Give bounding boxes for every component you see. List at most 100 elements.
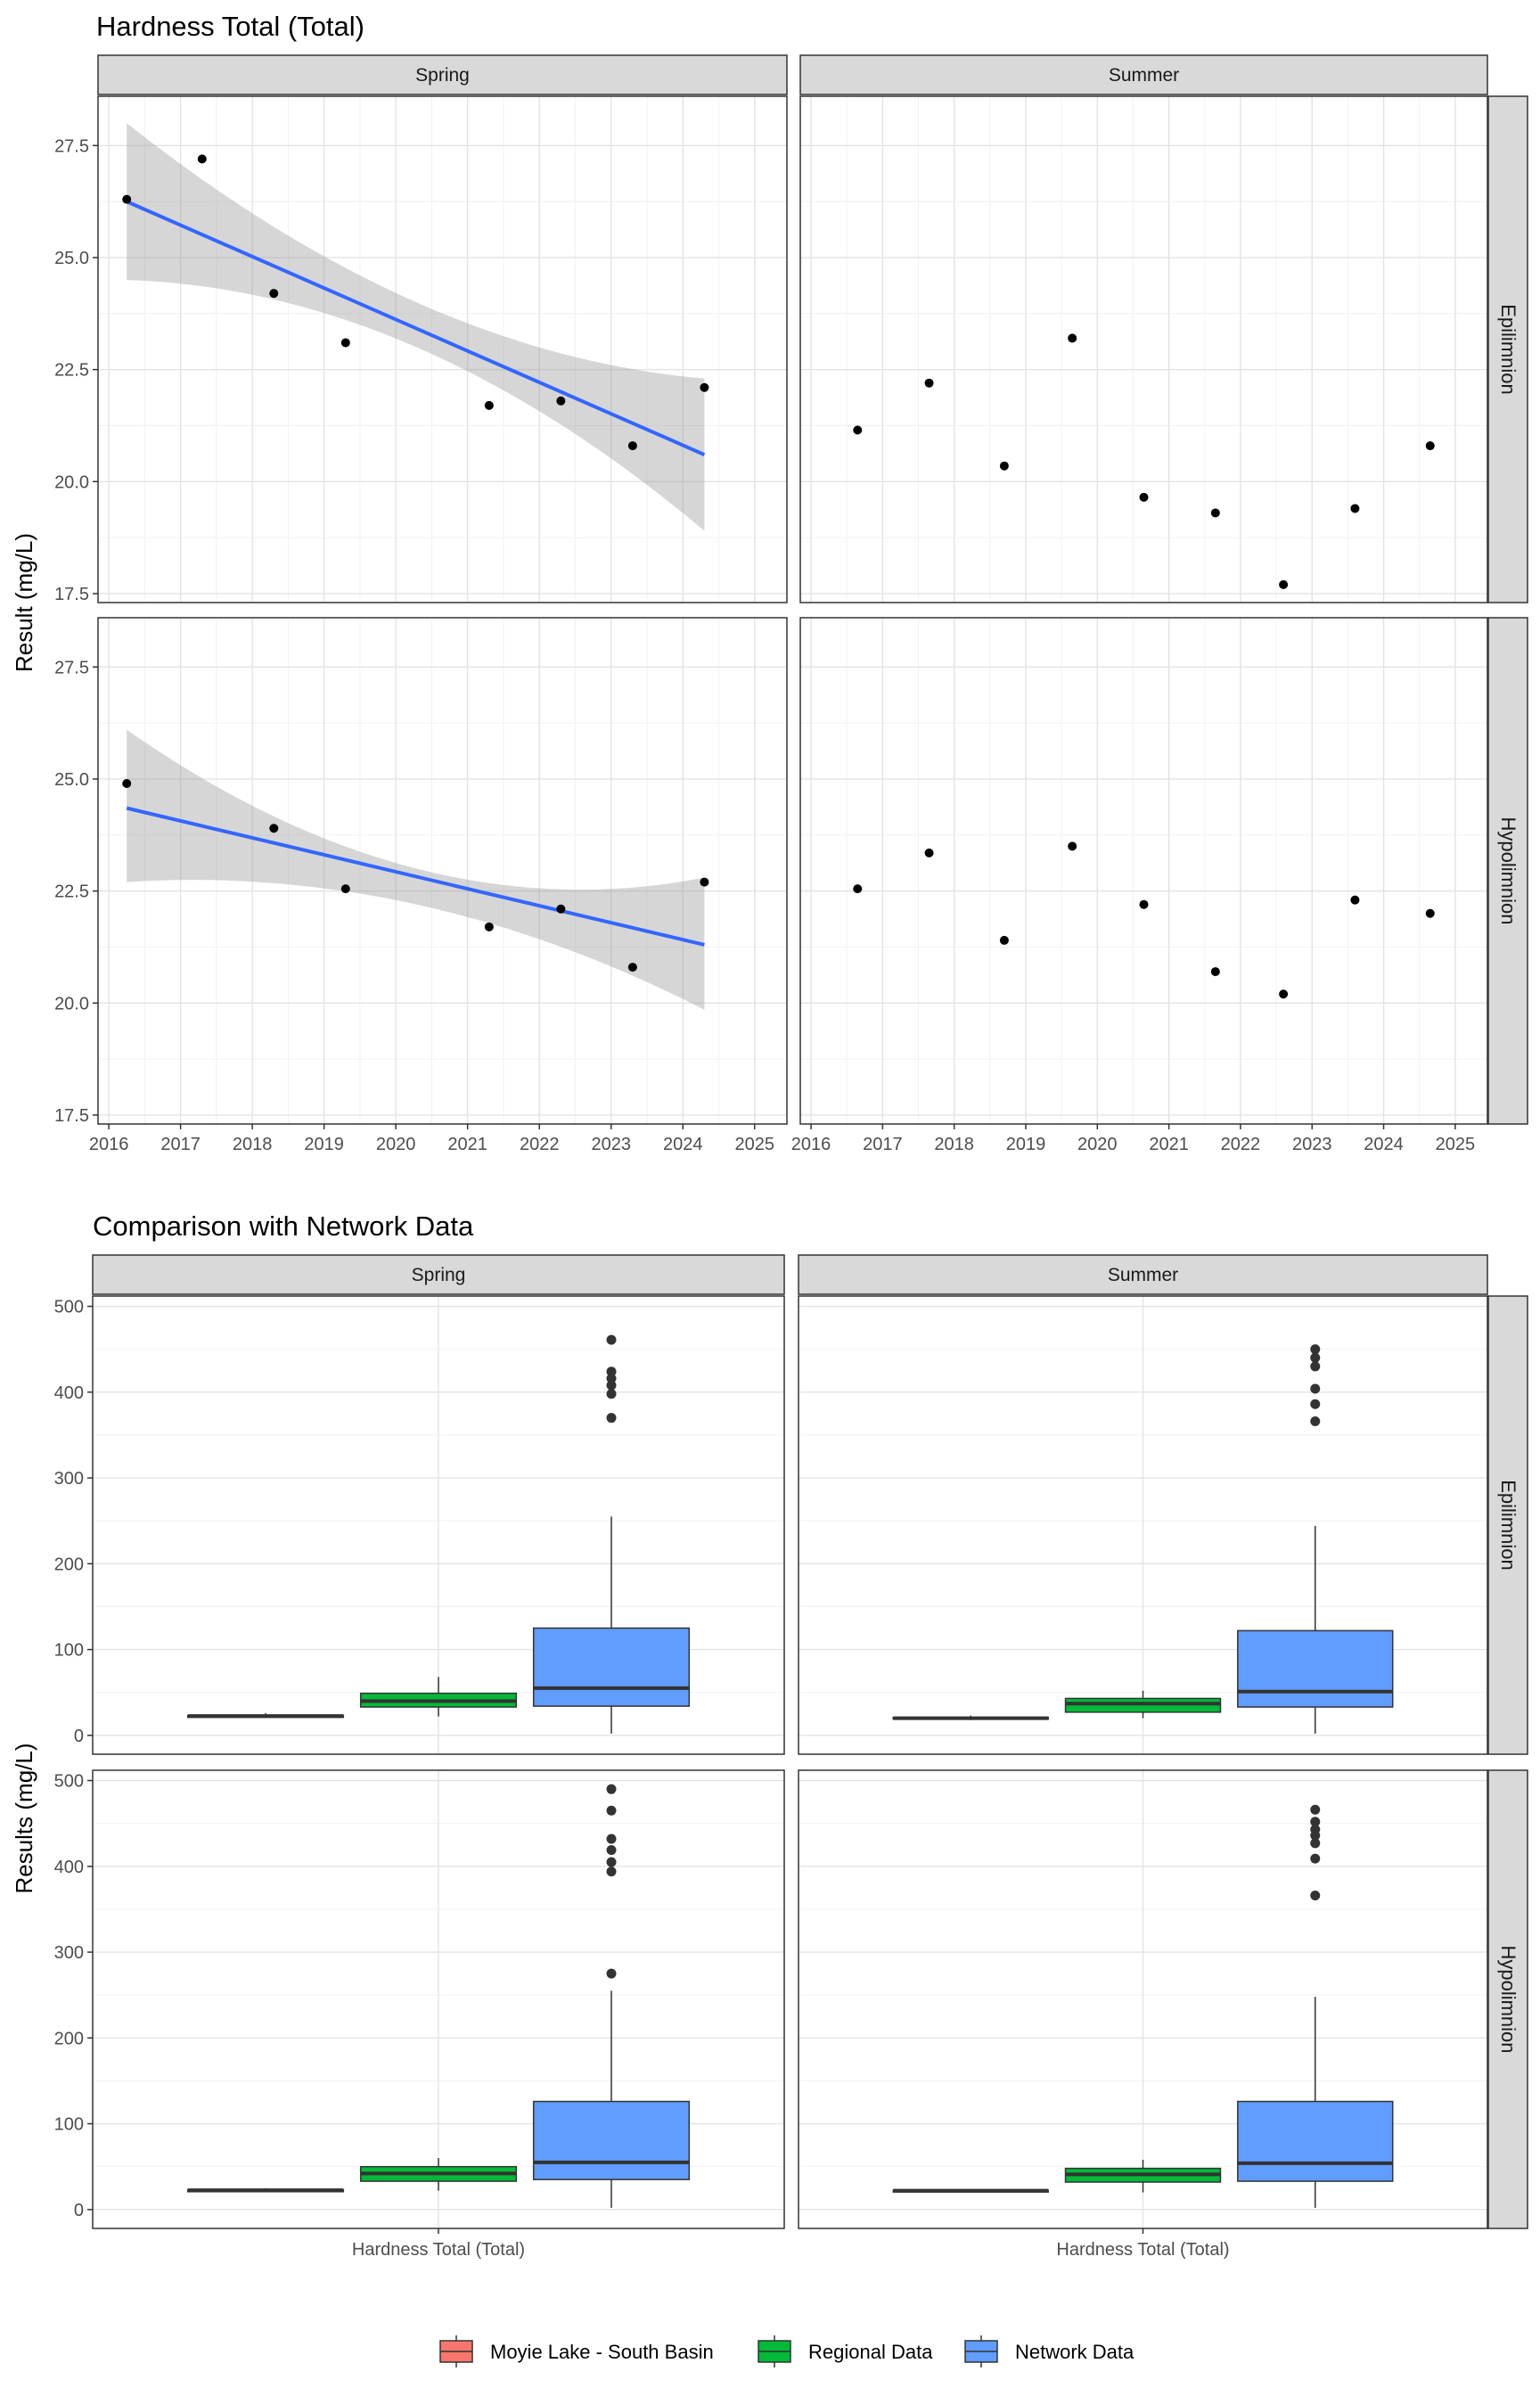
trend-line	[126, 200, 706, 456]
x-tick-label: Hardness Total (Total)	[1056, 2240, 1229, 2260]
data-point	[1279, 989, 1289, 999]
data-point	[999, 461, 1009, 471]
x-tick-label: 2016	[89, 1135, 129, 1154]
legend-label: Regional Data	[808, 2341, 933, 2363]
panel-spring-epilimnion-background	[98, 96, 787, 603]
y-tick-label: 27.5	[54, 136, 89, 156]
x-tick-label: 2018	[233, 1135, 273, 1154]
data-point	[556, 396, 566, 406]
y-tick-label: 100	[54, 1641, 84, 1661]
y-tick-label: 22.5	[54, 361, 89, 381]
facet-strip-label-hypolimnion: Hypolimnion	[1497, 816, 1520, 924]
x-tick-label: 2024	[663, 1135, 703, 1154]
facet-strip-epilimnion	[1487, 95, 1528, 603]
panel-summer-epilimnion-border	[799, 95, 1488, 603]
box-body	[1237, 2100, 1394, 2182]
data-point	[122, 194, 132, 204]
outlier-point	[606, 1380, 617, 1391]
box-chart: Spring Summer Epilimnion Hypolimnion 0 100 200…	[54, 1254, 1528, 2260]
box-chart-title: Comparison with Network Data	[93, 1210, 474, 1242]
x-tick-label: 2025	[735, 1135, 775, 1154]
facet-strip-hypolimnion	[1487, 617, 1528, 1125]
y-tick-label: 25.0	[54, 249, 89, 268]
y-tick-label: 200	[54, 2029, 84, 2048]
confidence-band	[127, 729, 705, 1010]
y-tick-label: 200	[54, 1555, 84, 1574]
box-moyie-lake-south-basin	[186, 1712, 345, 1719]
data-point	[627, 963, 637, 972]
outlier-point	[1310, 1344, 1321, 1355]
x-tick-label: Hardness Total (Total)	[352, 2240, 525, 2260]
y-tick-label: 17.5	[54, 585, 89, 604]
box-moyie-lake-south-basin	[892, 2188, 1049, 2193]
data-point	[853, 425, 863, 435]
y-tick-label: 500	[54, 1298, 84, 1317]
data-point	[1139, 492, 1149, 502]
outlier-point	[1310, 1352, 1321, 1363]
box-moyie-lake-south-basin	[186, 2187, 345, 2193]
facet-strip-label-epilimnion: Epilimnion	[1497, 304, 1520, 395]
box-body	[532, 1627, 691, 1707]
outlier-point	[606, 1968, 617, 1979]
box-regional-data	[1064, 1690, 1222, 1719]
outlier-point	[606, 1867, 617, 1877]
x-tick-label: 2020	[1077, 1135, 1118, 1154]
data-point	[999, 935, 1009, 945]
outlier-point	[606, 1413, 617, 1424]
panel-summer-epilimnion-border	[798, 1295, 1488, 1755]
data-point	[1425, 908, 1435, 918]
box-body	[1237, 1629, 1394, 1708]
panel-summer-epilimnion	[799, 95, 1488, 603]
panel-summer-hypolimnion	[798, 1769, 1488, 2229]
panel-spring-hypolimnion-background	[98, 618, 787, 1124]
x-tick-label: 2021	[447, 1135, 487, 1154]
facet-strip-summer	[798, 1254, 1488, 1295]
outlier-point	[606, 1373, 617, 1383]
panel-summer-hypolimnion-border	[799, 617, 1488, 1125]
data-point	[924, 378, 934, 388]
facet-strip-label-spring: Spring	[412, 1265, 466, 1285]
outlier-point	[606, 1784, 617, 1794]
y-tick-label: 0	[74, 1727, 84, 1746]
outlier-point	[606, 1805, 617, 1816]
x-tick-label: 2017	[160, 1135, 201, 1154]
x-tick-label: 2024	[1364, 1135, 1404, 1154]
panel-summer-epilimnion	[798, 1295, 1488, 1755]
outlier-point	[606, 1857, 617, 1867]
data-point	[484, 400, 494, 410]
panel-spring-hypolimnion-border	[97, 617, 788, 1125]
legend-label: Moyie Lake - South Basin	[490, 2341, 714, 2363]
data-point	[269, 289, 279, 299]
y-tick-label: 20.0	[54, 994, 89, 1013]
data-point	[1425, 441, 1435, 451]
x-tick-label: 2019	[1006, 1135, 1046, 1154]
x-tick-label: 2025	[1436, 1135, 1476, 1154]
data-point	[556, 904, 566, 914]
facet-strip-label-epilimnion: Epilimnion	[1497, 1480, 1520, 1571]
legend-item-moyie-lake-south-basin: Moyie Lake - South Basin	[439, 2335, 714, 2367]
outlier-point	[606, 1389, 617, 1399]
x-tick-label: 2016	[791, 1135, 831, 1154]
box-network-data	[532, 1784, 691, 2208]
facet-strip-label-summer: Summer	[1109, 65, 1179, 86]
y-tick-label: 100	[54, 2115, 84, 2135]
outlier-point	[1310, 1804, 1321, 1815]
y-tick-label: 400	[54, 1858, 84, 1877]
data-point	[924, 848, 934, 857]
data-point	[197, 154, 207, 164]
legend-item-network-data: Network Data	[964, 2335, 1135, 2367]
outlier-point	[1310, 1891, 1321, 1901]
legend-item-regional-data: Regional Data	[758, 2335, 933, 2367]
data-point	[1210, 967, 1220, 977]
data-point	[1068, 841, 1077, 851]
panel-summer-hypolimnion-background	[800, 618, 1487, 1124]
y-tick-label: 0	[74, 2201, 84, 2220]
outlier-point	[606, 1845, 617, 1856]
panel-spring-epilimnion	[92, 1295, 785, 1755]
trend-y-axis-label: Result (mg/L)	[11, 533, 37, 672]
outlier-point	[606, 1334, 617, 1345]
y-tick-label: 20.0	[54, 472, 89, 492]
outlier-point	[1310, 1399, 1321, 1409]
outlier-point	[1310, 1383, 1321, 1394]
